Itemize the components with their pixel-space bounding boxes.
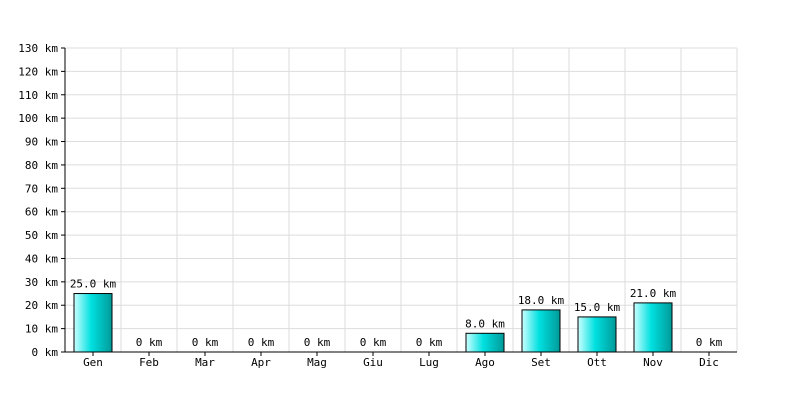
bar-ago (465, 332, 505, 353)
x-tick-label-lug: Lug (419, 356, 439, 369)
value-label-feb: 0 km (136, 336, 163, 349)
y-tick-label: 70 km (25, 182, 58, 195)
x-tick-label-giu: Giu (363, 356, 383, 369)
value-label-apr: 0 km (248, 336, 275, 349)
bar-nov (633, 302, 673, 353)
y-tick-label: 90 km (25, 136, 58, 149)
value-label-gen: 25.0 km (70, 278, 117, 291)
x-tick-label-set: Set (531, 356, 551, 369)
x-tick-label-apr: Apr (251, 356, 271, 369)
x-tick-label-ago: Ago (475, 356, 495, 369)
y-tick-label: 60 km (25, 206, 58, 219)
value-label-mag: 0 km (304, 336, 331, 349)
y-tick-label: 30 km (25, 276, 58, 289)
x-tick-label-mag: Mag (307, 356, 327, 369)
y-tick-label: 80 km (25, 159, 58, 172)
value-label-set: 18.0 km (518, 294, 565, 307)
grid-layer (64, 47, 738, 353)
y-tick-label: 100 km (18, 112, 58, 125)
bars-layer (73, 293, 673, 353)
value-label-ott: 15.0 km (574, 301, 621, 314)
value-label-ago: 8.0 km (465, 317, 505, 330)
bar-set (521, 309, 561, 353)
x-tick-label-feb: Feb (139, 356, 159, 369)
y-tick-label: 0 km (32, 346, 59, 359)
labels-layer: 0 km 10 km 20 km 30 km 40 km 50 km 60 km 70 km 8… (18, 42, 722, 369)
value-label-dic: 0 km (696, 336, 723, 349)
y-tick-label: 120 km (18, 65, 58, 78)
y-tick-label: 20 km (25, 299, 58, 312)
x-tick-label-mar: Mar (195, 356, 215, 369)
x-tick-label-ott: Ott (587, 356, 607, 369)
y-tick-label: 10 km (25, 323, 58, 336)
y-tick-label: 110 km (18, 89, 58, 102)
x-tick-label-nov: Nov (643, 356, 663, 369)
value-label-mar: 0 km (192, 336, 219, 349)
y-tick-label: 130 km (18, 42, 58, 55)
axis-layer (61, 47, 737, 356)
y-tick-label: 40 km (25, 252, 58, 265)
y-tick-label: 50 km (25, 229, 58, 242)
bar-ott (577, 316, 617, 353)
x-tick-label-dic: Dic (699, 356, 719, 369)
value-label-lug: 0 km (416, 336, 443, 349)
value-label-giu: 0 km (360, 336, 387, 349)
value-label-nov: 21.0 km (630, 287, 677, 300)
bar-gen (73, 293, 113, 353)
x-tick-label-gen: Gen (83, 356, 103, 369)
